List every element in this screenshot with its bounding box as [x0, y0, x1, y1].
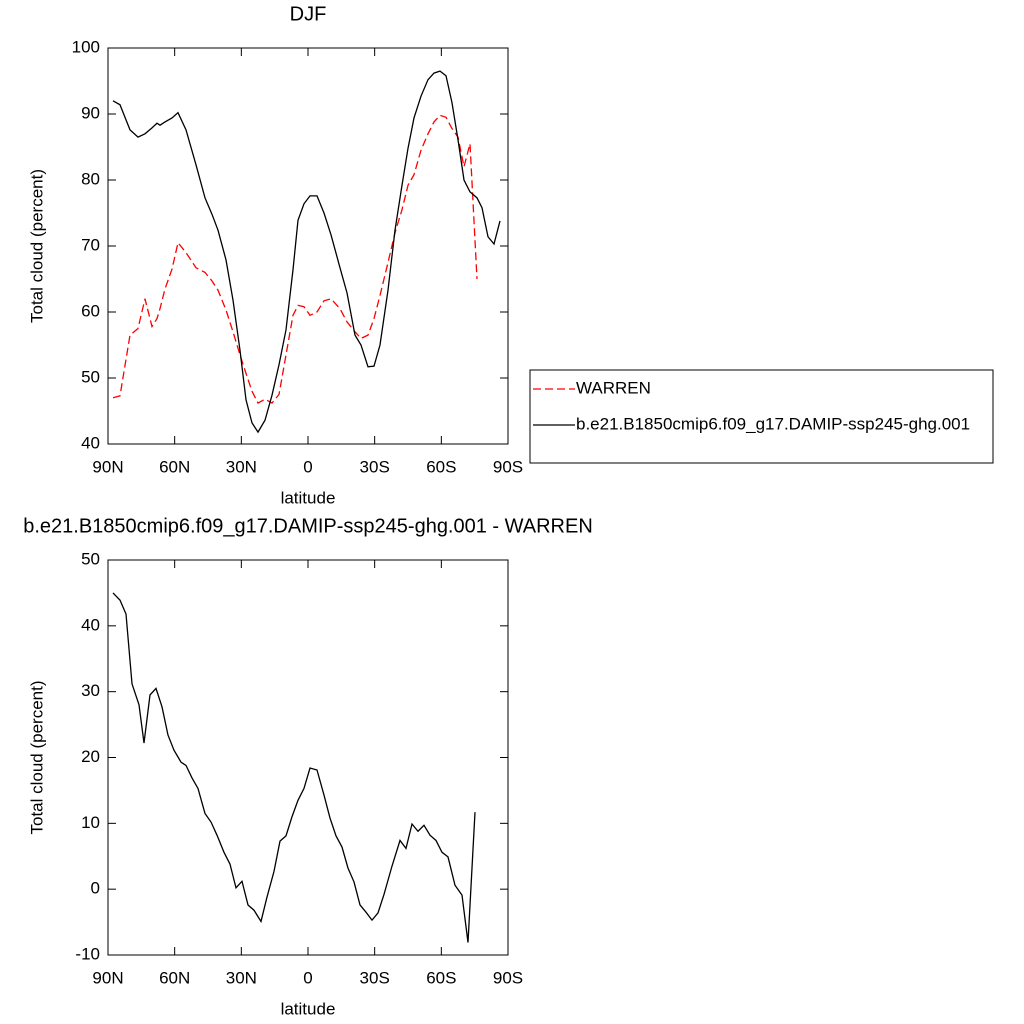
x-tick-label: 90N — [92, 457, 123, 476]
x-tick-label: 90S — [493, 968, 523, 987]
y-tick-label: 100 — [72, 37, 100, 56]
x-tick-label: 90S — [493, 457, 523, 476]
x-axis-label: latitude — [281, 999, 336, 1018]
y-tick-label: 40 — [81, 433, 100, 452]
y-tick-label: 30 — [81, 681, 100, 700]
y-tick-label: 10 — [81, 813, 100, 832]
series-line — [112, 114, 478, 404]
legend-label: WARREN — [576, 378, 651, 397]
y-axis-label: Total cloud (percent) — [27, 680, 46, 834]
x-tick-label: 30S — [360, 457, 390, 476]
y-tick-label: 50 — [81, 549, 100, 568]
y-tick-label: 0 — [91, 879, 100, 898]
y-tick-label: 60 — [81, 301, 100, 320]
y-tick-label: 50 — [81, 367, 100, 386]
series-line — [112, 70, 501, 434]
x-tick-label: 0 — [303, 457, 312, 476]
y-tick-label: 20 — [81, 747, 100, 766]
y-tick-label: 40 — [81, 615, 100, 634]
plot-frame — [107, 47, 509, 445]
x-tick-label: 30N — [226, 968, 257, 987]
series-line — [112, 592, 476, 943]
x-tick-label: 60N — [159, 457, 190, 476]
y-tick-label: 80 — [81, 169, 100, 188]
chart-title: DJF — [290, 3, 327, 25]
legend: WARREN b.e21.B1850cmip6.f09_g17.DAMIP-ssp… — [529, 369, 994, 464]
chart-title: b.e21.B1850cmip6.f09_g17.DAMIP-ssp245-gh… — [23, 515, 593, 537]
x-tick-label: 60S — [426, 968, 456, 987]
x-tick-label: 30S — [360, 968, 390, 987]
legend-box — [529, 369, 994, 464]
x-tick-label: 90N — [92, 968, 123, 987]
legend-label: b.e21.B1850cmip6.f09_g17.DAMIP-ssp245-gh… — [576, 414, 970, 433]
y-tick-label: 90 — [81, 103, 100, 122]
x-tick-label: 60N — [159, 968, 190, 987]
y-axis-label: Total cloud (percent) — [27, 169, 46, 323]
x-axis-label: latitude — [281, 488, 336, 507]
x-tick-label: 30N — [226, 457, 257, 476]
x-tick-label: 60S — [426, 457, 456, 476]
y-tick-label: 70 — [81, 235, 100, 254]
y-tick-label: -10 — [75, 944, 100, 963]
x-tick-label: 0 — [303, 968, 312, 987]
plot-frame — [107, 559, 509, 956]
